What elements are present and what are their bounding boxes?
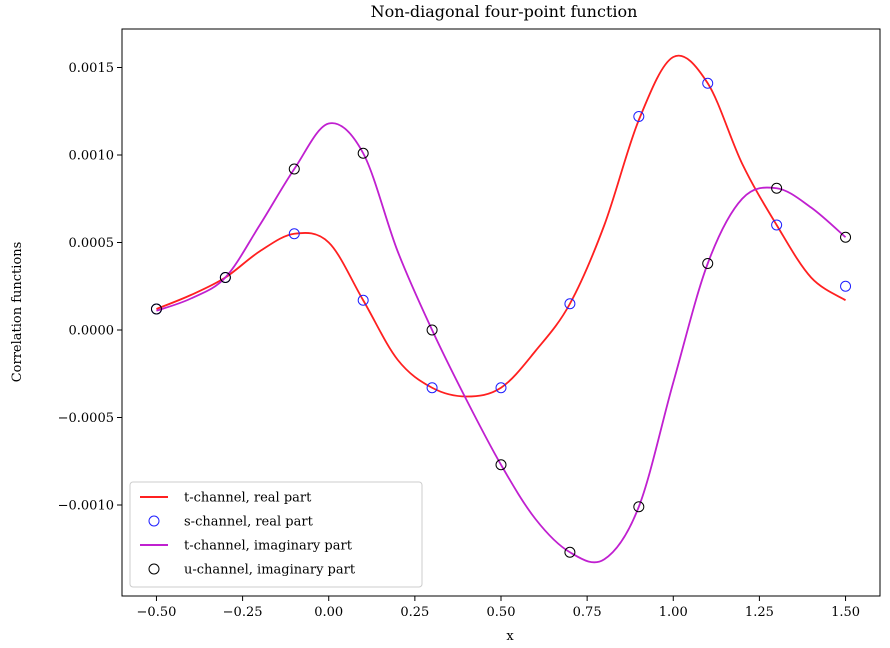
legend-label: u-channel, imaginary part	[184, 563, 356, 578]
data-point	[633, 501, 645, 513]
x-tick-label: 1.25	[745, 605, 774, 620]
series-layer	[150, 54, 852, 564]
legend-item: u-channel, imaginary part	[148, 563, 356, 578]
series-1	[156, 54, 847, 398]
data-point	[702, 77, 714, 89]
y-tick-label: −0.0010	[58, 499, 114, 514]
data-point	[771, 182, 783, 194]
legend-label: t-channel, real part	[184, 491, 312, 506]
data-point	[288, 228, 300, 240]
data-point	[840, 280, 852, 292]
data-point	[633, 111, 645, 122]
data-point	[219, 272, 231, 283]
x-tick-label: 1.00	[659, 605, 688, 620]
data-point	[357, 147, 369, 159]
y-tick-label: 0.0010	[69, 149, 115, 164]
legend: t-channel, real part s-channel, real part…	[129, 481, 423, 588]
legend-label: s-channel, real part	[184, 515, 314, 530]
legend-label: t-channel, imaginary part	[184, 539, 353, 554]
x-axis: −0.50 −0.25 0.00 0.25 0.50 0.75 1.00 1.25 1.50	[137, 596, 860, 620]
data-point	[426, 324, 438, 336]
y-tick-label: 0.0000	[69, 324, 115, 339]
y-axis: −0.0010 −0.0005 0.0000 0.0005 0.0010 0.0015	[58, 61, 122, 514]
series-4	[150, 147, 852, 558]
data-point	[771, 219, 783, 231]
data-point	[150, 303, 162, 315]
x-tick-label: −0.25	[223, 605, 263, 620]
y-tick-label: 0.0005	[69, 236, 115, 251]
x-tick-label: 0.50	[487, 605, 516, 620]
data-point	[564, 298, 576, 310]
series-line	[156, 122, 847, 564]
legend-item: t-channel, imaginary part	[140, 539, 353, 554]
legend-box	[129, 481, 423, 588]
data-point	[564, 546, 576, 558]
x-tick-label: 0.25	[400, 605, 429, 620]
data-point	[426, 382, 438, 394]
data-point	[288, 163, 300, 175]
x-tick-label: 0.00	[314, 605, 343, 620]
y-tick-label: 0.0015	[69, 61, 115, 76]
x-tick-label: 1.50	[831, 605, 860, 620]
data-point	[840, 231, 852, 243]
data-point	[495, 382, 507, 394]
legend-marker-swatch	[148, 563, 160, 575]
y-tick-label: −0.0005	[58, 411, 114, 426]
data-point	[495, 459, 507, 471]
data-point	[702, 258, 714, 269]
x-tick-label: −0.50	[137, 605, 177, 620]
chart-title: Non-diagonal four-point function	[371, 2, 638, 21]
y-axis-label: Correlation functions	[10, 242, 25, 383]
legend-marker-swatch	[148, 515, 160, 527]
legend-item: s-channel, real part	[148, 515, 314, 530]
series-line	[156, 54, 847, 398]
x-axis-label: x	[506, 629, 514, 644]
series-3	[156, 122, 847, 564]
legend-item: t-channel, real part	[140, 491, 312, 506]
data-point	[357, 294, 369, 306]
x-tick-label: 0.75	[573, 605, 602, 620]
